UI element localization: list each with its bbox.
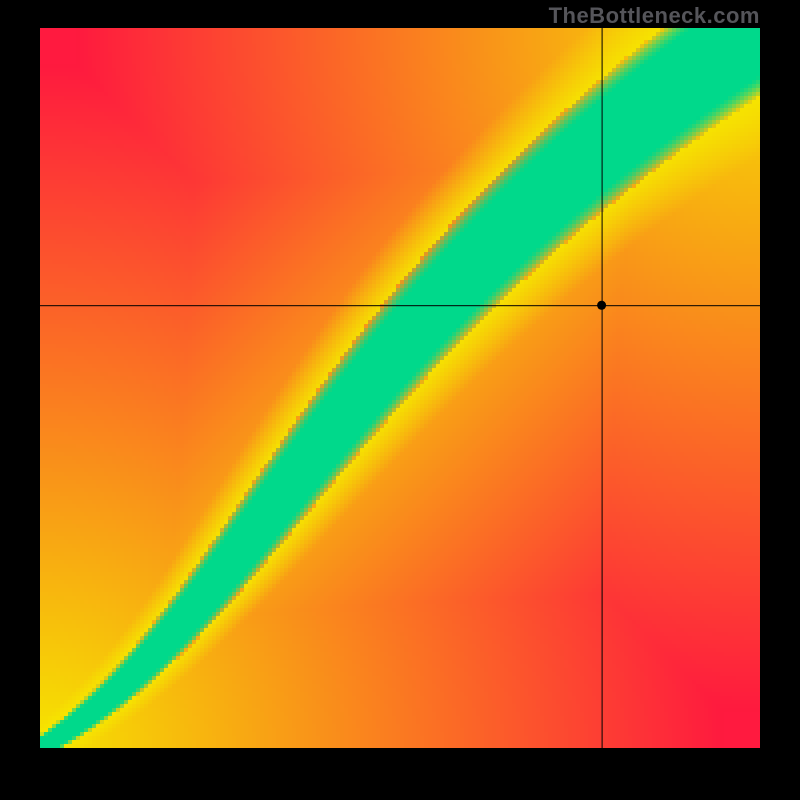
watermark-text: TheBottleneck.com (549, 3, 760, 29)
bottleneck-heatmap (40, 28, 760, 748)
chart-container: TheBottleneck.com (0, 0, 800, 800)
